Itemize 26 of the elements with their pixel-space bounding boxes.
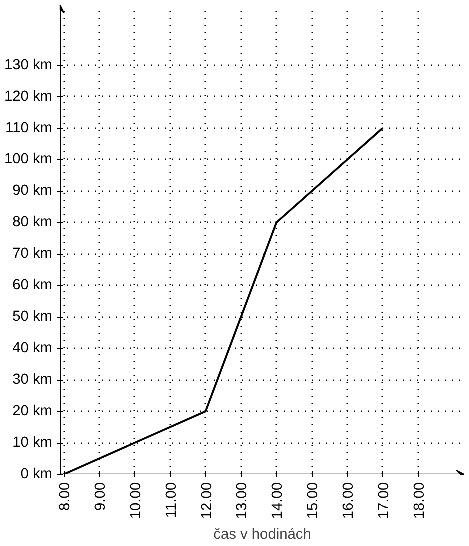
x-tick-label: 13.00 <box>234 482 251 520</box>
y-tick-label: 50 km <box>12 309 53 326</box>
x-tick-label: 12.00 <box>199 482 216 520</box>
x-tick-label: 14.00 <box>270 482 286 520</box>
x-tick-label: 15.00 <box>306 482 322 520</box>
x-axis-title: čas v hodinách <box>214 527 312 544</box>
y-tick-label: 60 km <box>12 278 53 294</box>
y-tick-label: 40 km <box>12 340 53 357</box>
x-tick-label: 9.00 <box>92 482 109 512</box>
y-tick-label: 20 km <box>12 404 53 420</box>
y-tick-label: 110 km <box>6 120 53 136</box>
x-tick-label: 16.00 <box>341 482 358 520</box>
y-tick-label: 90 km <box>12 183 53 200</box>
x-tick-label: 10.00 <box>128 482 144 520</box>
y-tick-label: 70 km <box>12 246 53 262</box>
x-tick-label: 18.00 <box>412 482 428 520</box>
y-tick-label: 30 km <box>12 372 53 388</box>
y-tick-label: 130 km <box>4 57 52 74</box>
x-tick-label: 17.00 <box>376 482 392 520</box>
y-tick-label: 80 km <box>12 214 53 231</box>
y-tick-label: 10 km <box>12 435 53 452</box>
y-tick-label: 100 km <box>4 152 52 168</box>
y-tick-label: 120 km <box>4 88 52 105</box>
x-tick-label: 11.00 <box>164 482 180 518</box>
x-tick-label: 8.00 <box>58 482 74 512</box>
y-tick-label: 0 km <box>20 466 53 482</box>
